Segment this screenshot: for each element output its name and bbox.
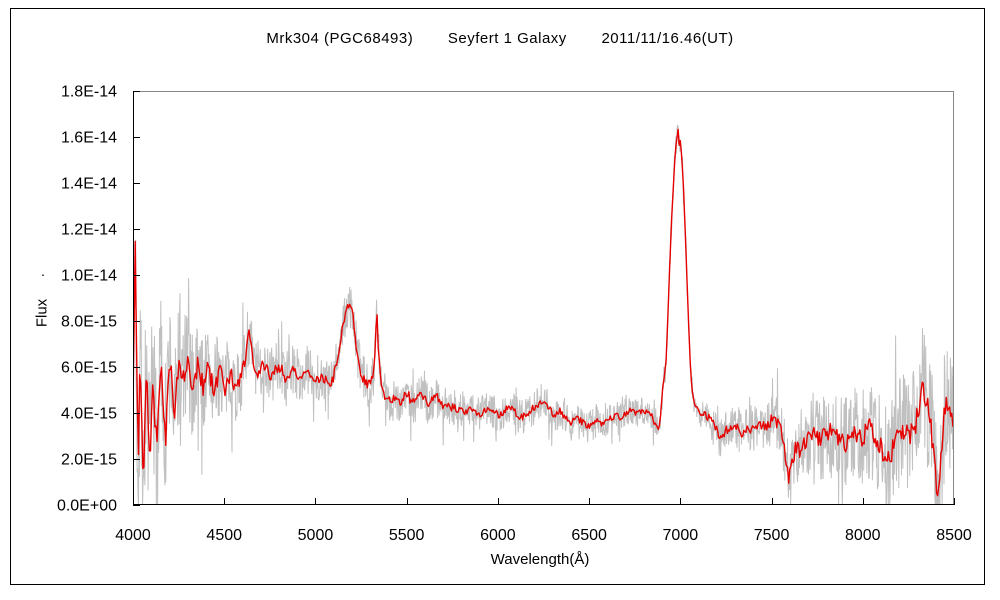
x-tick-label: 8500 — [936, 527, 972, 544]
y-tick-label: 8.0E-15 — [61, 314, 117, 331]
x-tick-label: 6500 — [571, 527, 607, 544]
x-tick-label: 7500 — [754, 527, 790, 544]
smoothed-spectrum-line — [133, 128, 954, 497]
y-axis-title-dot: . — [41, 263, 45, 279]
y-tick-label: 1.4E-14 — [61, 176, 117, 193]
y-axis-title: Flux — [33, 298, 51, 328]
raw-spectrum-line — [133, 124, 954, 505]
title-observation-date: 2011/11/16.46(UT) — [601, 30, 734, 47]
x-tick-label: 5500 — [389, 527, 425, 544]
y-tick-label: 4.0E-15 — [61, 406, 117, 423]
title-object-type: Seyfert 1 Galaxy — [447, 30, 567, 47]
x-tick-label: 8000 — [845, 527, 881, 544]
y-tick-label: 1.6E-14 — [61, 130, 117, 147]
x-tick-label: 7000 — [663, 527, 699, 544]
chart-title: Mrk304 (PGC68493) Seyfert 1 Galaxy 2011/… — [0, 30, 1000, 47]
figure-border — [10, 8, 985, 585]
x-axis-title: Wavelength(Å) — [490, 551, 590, 568]
y-tick-label: 1.2E-14 — [61, 222, 117, 239]
y-tick-label: 1.0E-14 — [61, 268, 117, 285]
x-tick-label: 4500 — [206, 527, 242, 544]
x-tick-label: 6000 — [480, 527, 516, 544]
title-object-name: Mrk304 (PGC68493) — [266, 30, 414, 47]
y-tick-label: 1.8E-14 — [61, 84, 117, 101]
y-tick-label: 2.0E-15 — [61, 452, 117, 469]
y-tick-label: 6.0E-15 — [61, 360, 117, 377]
x-tick-label: 4000 — [115, 527, 151, 544]
x-tick-label: 5000 — [298, 527, 334, 544]
y-tick-label: 0.0E+00 — [57, 498, 117, 515]
